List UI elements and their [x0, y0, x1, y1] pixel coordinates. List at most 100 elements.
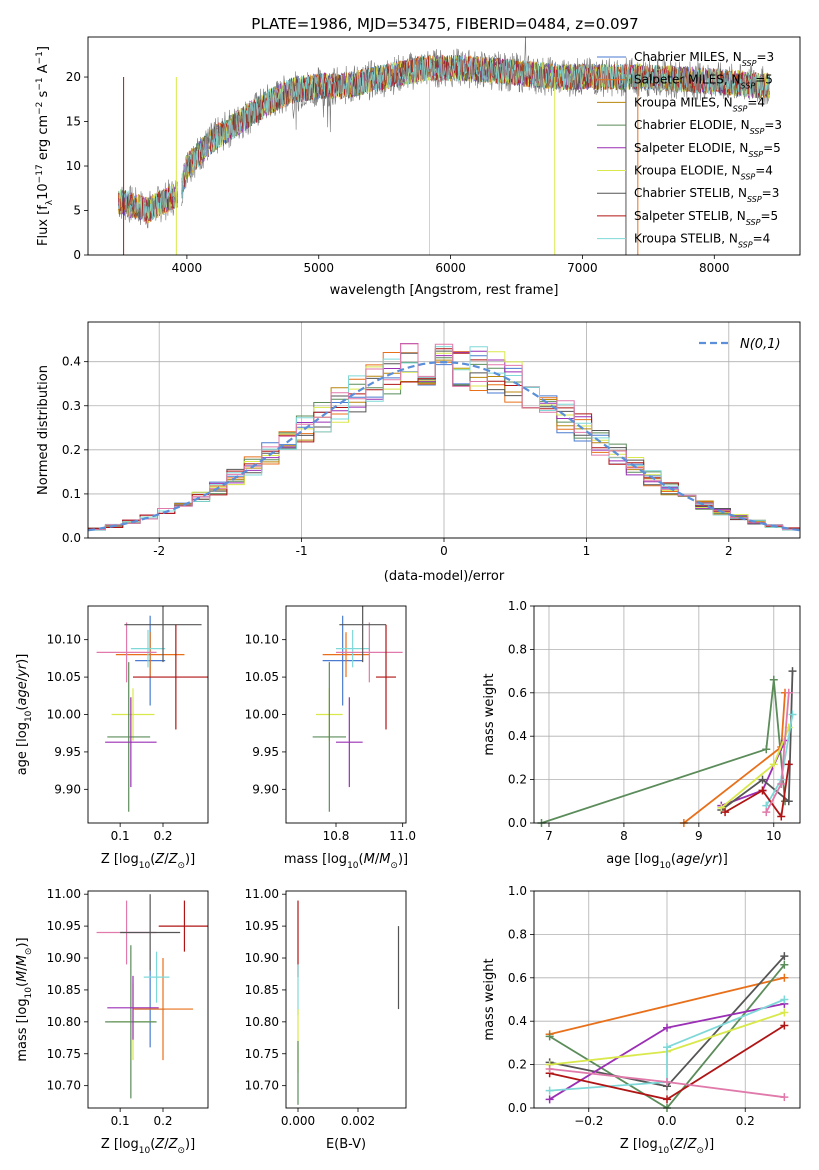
figure-title: PLATE=1986, MJD=53475, FIBERID=0484, z=0…: [251, 15, 638, 33]
y-tick-label: 0.6: [508, 686, 527, 700]
axes-frame: [87, 605, 209, 824]
spectrum-model-line: [118, 187, 178, 224]
label-part: /: [700, 852, 705, 867]
y-tick-label: 0.8: [508, 927, 527, 941]
label-part: age [log: [15, 722, 30, 775]
label-part: Z: [687, 1137, 698, 1152]
y-tick-label: 0.3: [62, 399, 81, 413]
y-tick-label: 10.05: [47, 670, 81, 684]
axes-frame: [285, 605, 407, 824]
weight-marker: [545, 1032, 554, 1041]
y-tick-label: 1.0: [508, 599, 527, 613]
weight-marker: [784, 688, 793, 697]
axes-frame: [87, 321, 801, 539]
x-tick-label: 9: [695, 829, 703, 843]
y-tick-label: 15: [66, 115, 81, 129]
weight-marker: [780, 1021, 789, 1030]
y-tick-label: 10.95: [245, 919, 279, 933]
label-part: )]: [185, 852, 195, 867]
label-part: Z: [673, 1137, 684, 1152]
legend-sub: SSP: [746, 217, 761, 226]
label-part: Z: [154, 852, 165, 867]
label-part: mass [log: [284, 852, 347, 867]
weight-marker: [758, 786, 767, 795]
label-part: yr: [704, 852, 720, 867]
y-tick-label: 10.00: [47, 708, 81, 722]
x-axis-label: Z [log10(Z/Z⊙)]: [101, 1137, 195, 1156]
x-tick-label: -2: [153, 544, 165, 558]
spectrum-panel: 4000 5000 6000 7000 8000 0 5 10 15 20 wavelength […: [35, 36, 801, 298]
x-tick-label: 4000: [172, 261, 203, 275]
label-part: 10: [24, 987, 34, 999]
y-tick-label: 0.1: [62, 487, 81, 501]
x-tick-label: 0.2: [736, 1114, 755, 1128]
y-tick-label: 10.75: [245, 1047, 279, 1061]
legend-label: Chabrier ELODIE, NSSP=3: [634, 118, 782, 136]
x-tick-label: 6000: [435, 261, 466, 275]
weight-marker: [769, 760, 778, 769]
label-part: ⊙: [696, 1146, 704, 1156]
x-tick-label: 0.1: [111, 829, 130, 843]
legend-sub: SSP: [742, 59, 757, 68]
label-part: λ: [45, 199, 55, 205]
label-part: Z: [168, 852, 179, 867]
weight-marker: [777, 812, 786, 821]
y-axis-label: Flux [fλ10−17 erg cm−2 s−1 A−1]: [35, 46, 55, 246]
weight-marker: [769, 675, 778, 684]
legend-label: N(0,1): [740, 337, 781, 352]
label-part: /: [164, 852, 169, 867]
x-tick-label: −0.2: [574, 1114, 603, 1128]
y-tick-label: 10.05: [245, 670, 279, 684]
legend-label: Salpeter STELIB, NSSP=5: [634, 209, 778, 227]
weight-line: [549, 976, 785, 1036]
label-part: Z [log: [620, 1137, 658, 1152]
x-tick-label: 2: [725, 544, 733, 558]
y-tick-label: 0.2: [508, 1058, 527, 1072]
label-part: 10: [36, 183, 51, 200]
y-tick-label: 10.80: [245, 1015, 279, 1029]
legend-sub: SSP: [747, 195, 762, 204]
y-tick-label: 0.2: [62, 443, 81, 457]
label-part: (: [150, 852, 155, 867]
label-part: erg cm: [36, 115, 51, 164]
y-tick-label: 10.70: [245, 1079, 279, 1093]
legend-sub: SSP: [738, 240, 753, 249]
legend-sub: SSP: [741, 81, 756, 90]
weight-marker: [780, 995, 789, 1004]
legend-label: Chabrier MILES, NSSP=3: [634, 50, 774, 68]
weight-marker: [784, 760, 793, 769]
label-part: 10: [139, 861, 151, 871]
label-part: ⊙: [24, 948, 34, 956]
label-part: M: [379, 852, 390, 867]
label-part: ⊙: [390, 861, 398, 871]
weight-marker: [780, 1008, 789, 1017]
y-tick-label: 10.90: [245, 951, 279, 965]
weight-marker: [758, 775, 767, 784]
legend-tail: =5: [755, 73, 773, 87]
y-tick-label: 10.85: [245, 983, 279, 997]
x-tick-label: 8: [620, 829, 628, 843]
label-part: mass [log: [15, 998, 30, 1061]
weight-marker: [545, 1086, 554, 1095]
y-tick-label: 10: [66, 159, 81, 173]
legend-tail: =4: [755, 164, 773, 178]
weight-marker: [717, 803, 726, 812]
y-axis-label: Normed distribution: [36, 365, 51, 495]
y-tick-label: 0.0: [62, 531, 81, 545]
residuals-panel: -2 -1 0 1 2 0.0 0.1 0.2 0.3 0.4 (data-model)/error…: [36, 321, 801, 584]
label-part: 10: [347, 861, 359, 871]
label-part: /: [15, 966, 30, 971]
legend-sub: SSP: [741, 172, 756, 181]
x-tick-label: 7000: [567, 261, 598, 275]
spectrum-model-line: [118, 184, 178, 221]
legend-tail: =4: [747, 95, 765, 109]
y-tick-label: 10.95: [47, 919, 81, 933]
label-part: 10: [659, 861, 671, 871]
y-tick-label: 11.00: [47, 887, 81, 901]
x-tick-label: 7: [545, 829, 553, 843]
weight-marker: [663, 1043, 671, 1052]
label-part: (: [359, 852, 364, 867]
label-part: Z: [154, 1137, 165, 1152]
x-axis-label: Z [log10(Z/Z⊙)]: [620, 1137, 714, 1156]
